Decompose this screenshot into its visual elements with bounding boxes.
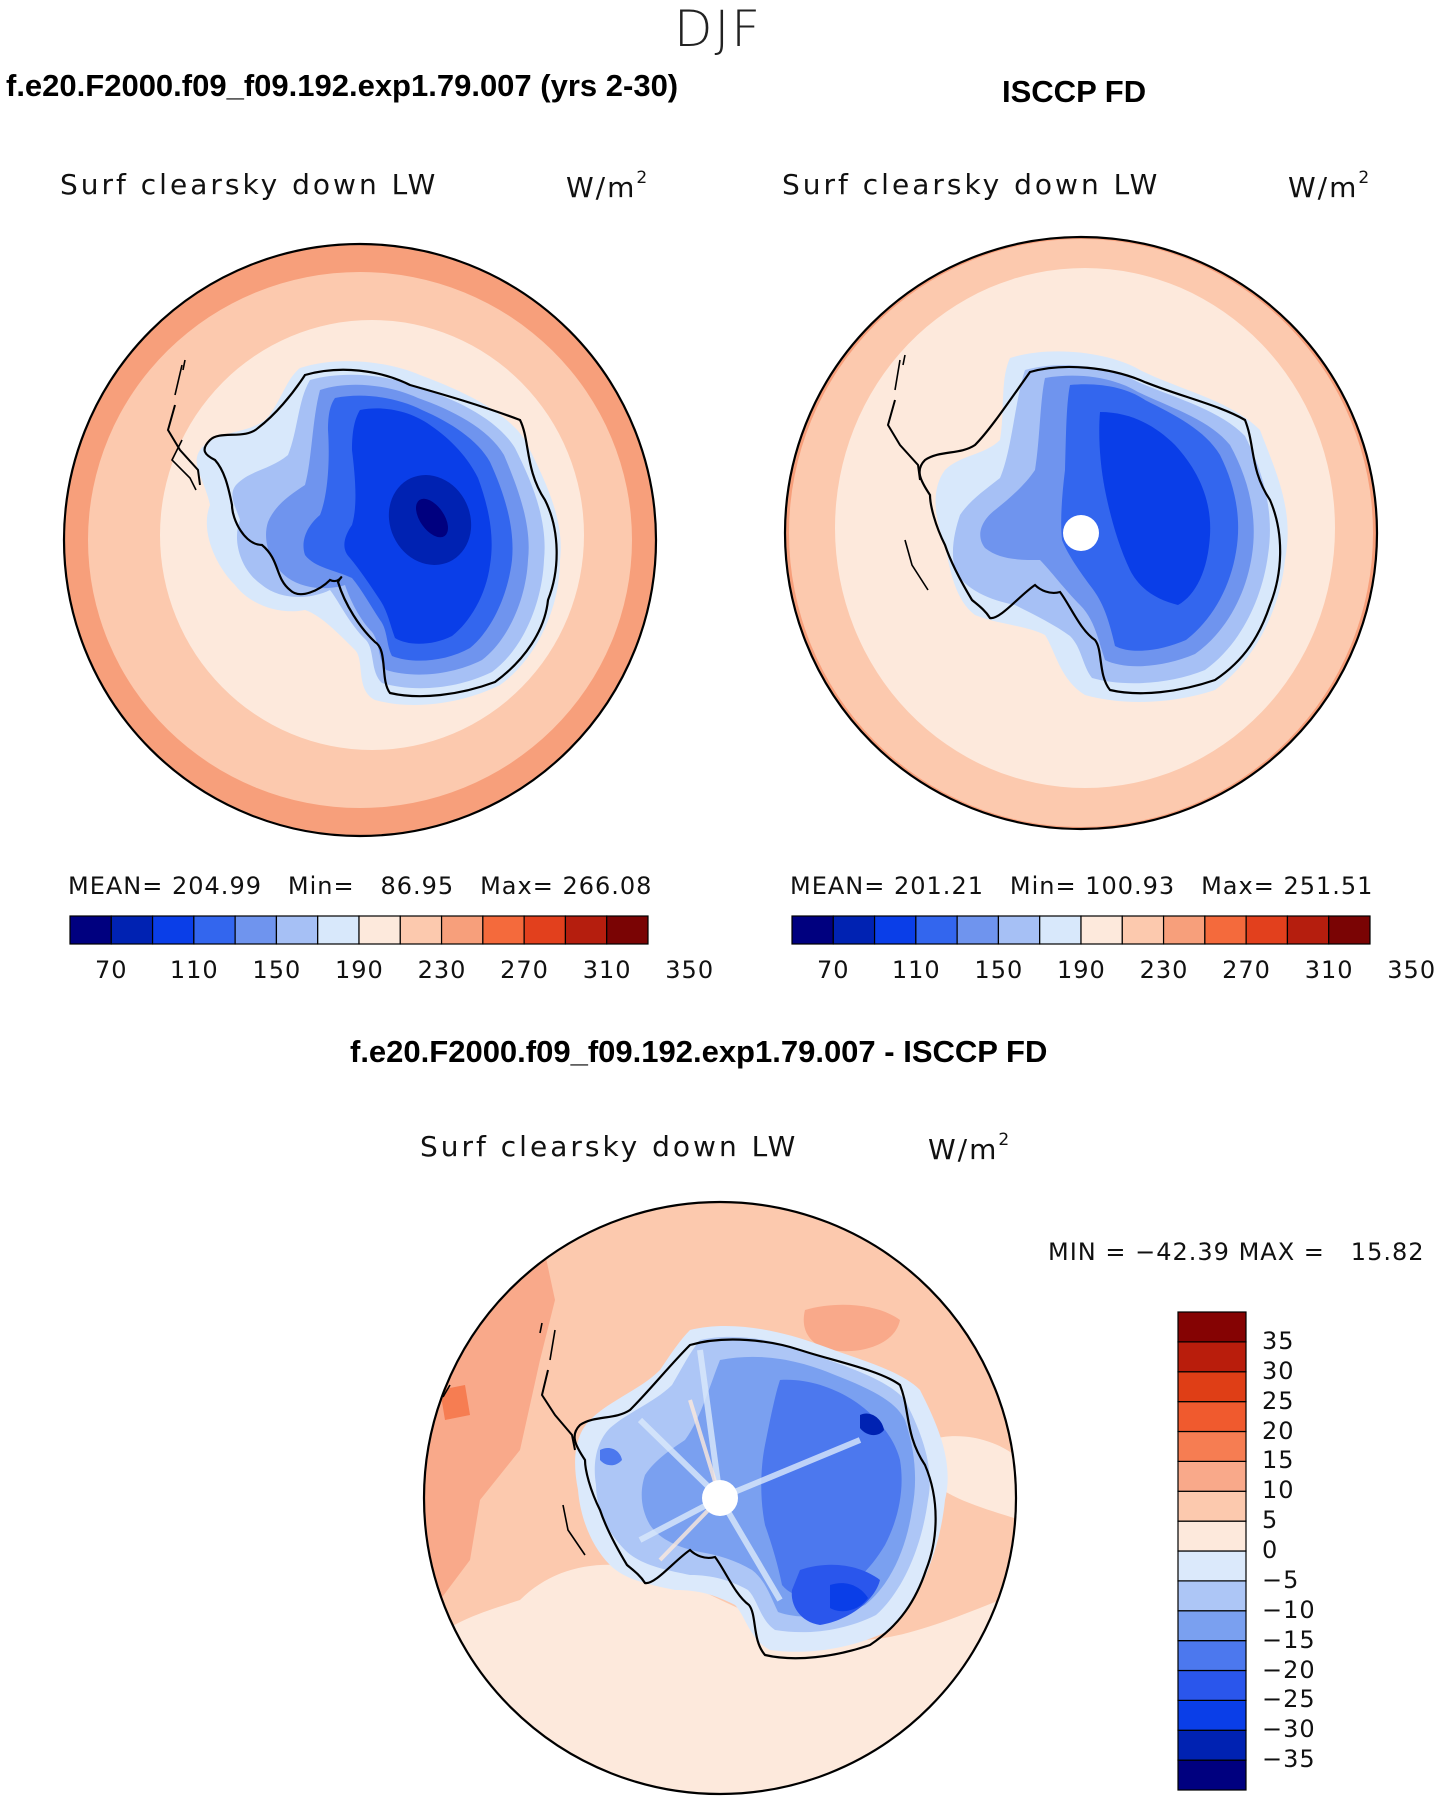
- colorbar-swatch: [317, 915, 360, 945]
- colorbar-tick-label: −20: [1262, 1655, 1316, 1684]
- colorbar-swatch: [1177, 1460, 1247, 1492]
- colorbar-tick-label: 350: [1387, 956, 1436, 984]
- colorbar-tick-label: −30: [1262, 1715, 1316, 1744]
- panel3-case-title: f.e20.F2000.f09_f09.192.exp1.79.007 - IS…: [350, 1034, 1048, 1069]
- colorbar-swatch: [482, 915, 525, 945]
- colorbar-tick-label: 310: [1304, 956, 1354, 984]
- colorbar-swatch: [1177, 1341, 1247, 1373]
- colorbar-tick-label: −5: [1262, 1565, 1300, 1594]
- colorbar-swatch: [1039, 915, 1082, 945]
- colorbar-swatch: [1177, 1401, 1247, 1433]
- colorbar-tick-label: 230: [1139, 956, 1189, 984]
- colorbar-swatch: [193, 915, 236, 945]
- season-title: DJF: [673, 0, 762, 58]
- colorbar-tick-label: 25: [1262, 1386, 1295, 1415]
- colorbar-swatch: [832, 915, 876, 945]
- colorbar-swatch: [564, 915, 608, 945]
- panel3-colorbar: [1177, 1311, 1247, 1791]
- panel3-units: W/m2: [928, 1130, 1010, 1166]
- colorbar-swatch: [956, 915, 1000, 945]
- colorbar-tick-label: 350: [665, 956, 715, 984]
- colorbar-tick-label: 15: [1262, 1446, 1295, 1475]
- colorbar-tick-label: 150: [974, 956, 1024, 984]
- colorbar-tick-label: 190: [1057, 956, 1106, 984]
- colorbar-swatch: [1204, 915, 1247, 945]
- colorbar-tick-label: 110: [169, 956, 219, 984]
- colorbar-tick-label: 270: [500, 956, 549, 984]
- colorbar-tick-label: 35: [1262, 1326, 1295, 1355]
- panel2-stats: MEAN= 201.21 Min= 100.93 Max= 251.51: [790, 872, 1374, 900]
- colorbar-tick-label: 70: [817, 956, 850, 984]
- panel2-variable-title: Surf clearsky down LW: [782, 168, 1161, 201]
- colorbar-swatch: [399, 915, 443, 945]
- colorbar-tick-label: −15: [1262, 1625, 1316, 1654]
- colorbar-swatch: [1177, 1520, 1247, 1552]
- colorbar-swatch: [1177, 1699, 1247, 1731]
- colorbar-tick-label: −35: [1262, 1745, 1316, 1774]
- colorbar-swatch: [440, 915, 484, 945]
- panel1-case-title: f.e20.F2000.f09_f09.192.exp1.79.007 (yrs…: [6, 68, 679, 103]
- colorbar-swatch: [1177, 1669, 1247, 1701]
- colorbar-tick-label: 270: [1222, 956, 1271, 984]
- colorbar-swatch: [275, 915, 319, 945]
- panel2-units: W/m2: [1288, 168, 1370, 204]
- colorbar-swatch: [791, 915, 834, 945]
- colorbar-swatch: [1121, 915, 1165, 945]
- colorbar-swatch: [1177, 1759, 1247, 1791]
- colorbar-tick-label: −25: [1262, 1685, 1316, 1714]
- colorbar-swatch: [1177, 1729, 1247, 1761]
- colorbar-tick-label: 10: [1262, 1476, 1295, 1505]
- colorbar-tick-label: 20: [1262, 1416, 1295, 1445]
- colorbar-tick-label: 5: [1262, 1506, 1279, 1535]
- panel1-units: W/m2: [566, 168, 648, 204]
- panel1-variable-title: Surf clearsky down LW: [60, 168, 439, 201]
- colorbar-swatch: [1177, 1430, 1247, 1462]
- colorbar-swatch: [1162, 915, 1206, 945]
- colorbar-swatch: [1177, 1580, 1247, 1612]
- colorbar-tick-label: 150: [252, 956, 302, 984]
- panel1-colorbar: [69, 915, 649, 945]
- colorbar-tick-label: 110: [891, 956, 941, 984]
- colorbar-swatch: [873, 915, 917, 945]
- colorbar-swatch: [1328, 915, 1371, 945]
- colorbar-swatch: [1245, 915, 1289, 945]
- panel2-map: [785, 237, 1377, 829]
- colorbar-tick-label: 190: [335, 956, 384, 984]
- colorbar-swatch: [915, 915, 958, 945]
- colorbar-swatch: [1177, 1640, 1247, 1672]
- colorbar-tick-label: 70: [95, 956, 128, 984]
- panel2-colorbar: [791, 915, 1371, 945]
- colorbar-swatch: [523, 915, 567, 945]
- colorbar-swatch: [1080, 915, 1123, 945]
- colorbar-tick-label: −10: [1262, 1595, 1316, 1624]
- colorbar-tick-label: 310: [582, 956, 632, 984]
- panel3-stats: MIN = −42.39 MAX = 15.82: [1048, 1238, 1425, 1266]
- colorbar-tick-label: 230: [417, 956, 467, 984]
- colorbar-swatch: [1286, 915, 1330, 945]
- panel3-map: [424, 1202, 1016, 1794]
- colorbar-swatch: [358, 915, 401, 945]
- colorbar-swatch: [1177, 1610, 1247, 1642]
- panel1-map: [64, 244, 656, 836]
- colorbar-swatch: [110, 915, 154, 945]
- colorbar-swatch: [1177, 1490, 1247, 1522]
- colorbar-swatch: [997, 915, 1041, 945]
- colorbar-swatch: [1177, 1550, 1247, 1582]
- colorbar-swatch: [606, 915, 649, 945]
- panel1-stats: MEAN= 204.99 Min= 86.95 Max= 266.08: [68, 872, 653, 900]
- colorbar-swatch: [1177, 1371, 1247, 1403]
- panel3-variable-title: Surf clearsky down LW: [420, 1130, 799, 1163]
- colorbar-tick-label: 0: [1262, 1536, 1279, 1564]
- colorbar-swatch: [151, 915, 195, 945]
- panel2-case-title: ISCCP FD: [1002, 74, 1147, 109]
- colorbar-swatch: [234, 915, 278, 945]
- colorbar-swatch: [1177, 1311, 1247, 1343]
- colorbar-tick-label: 30: [1262, 1356, 1295, 1385]
- colorbar-swatch: [69, 915, 112, 945]
